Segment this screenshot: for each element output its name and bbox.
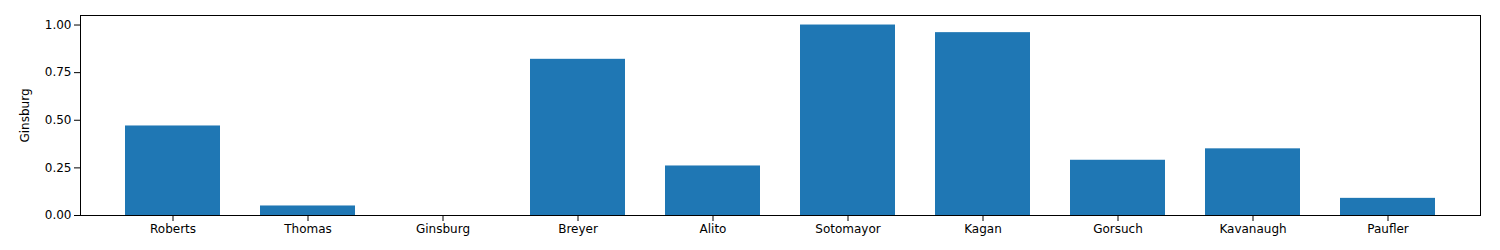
svg-text:1.00: 1.00 (45, 18, 72, 32)
svg-text:Alito: Alito (700, 222, 727, 236)
svg-text:Breyer: Breyer (558, 222, 598, 236)
svg-text:Ginsburg: Ginsburg (416, 222, 470, 236)
svg-text:0.50: 0.50 (45, 113, 72, 127)
svg-text:Kavanaugh: Kavanaugh (1219, 222, 1286, 236)
svg-text:Ginsburg: Ginsburg (18, 88, 32, 142)
svg-text:Roberts: Roberts (150, 222, 196, 236)
svg-text:0.25: 0.25 (45, 161, 72, 175)
svg-text:Thomas: Thomas (283, 222, 332, 236)
svg-text:Sotomayor: Sotomayor (815, 222, 880, 236)
svg-text:0.00: 0.00 (45, 208, 72, 222)
svg-text:0.75: 0.75 (45, 65, 72, 79)
svg-text:Paufler: Paufler (1367, 222, 1409, 236)
svg-text:Gorsuch: Gorsuch (1093, 222, 1143, 236)
svg-text:Kagan: Kagan (964, 222, 1002, 236)
